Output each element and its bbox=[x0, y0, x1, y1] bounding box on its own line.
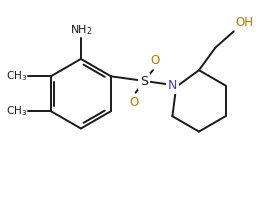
Text: CH$_3$: CH$_3$ bbox=[6, 70, 27, 83]
Text: OH: OH bbox=[236, 16, 254, 29]
Text: CH$_3$: CH$_3$ bbox=[6, 104, 27, 118]
Text: O: O bbox=[129, 96, 138, 109]
Text: NH$_2$: NH$_2$ bbox=[70, 24, 92, 38]
Text: N: N bbox=[168, 79, 177, 92]
Text: S: S bbox=[140, 75, 148, 88]
Text: O: O bbox=[150, 54, 160, 67]
